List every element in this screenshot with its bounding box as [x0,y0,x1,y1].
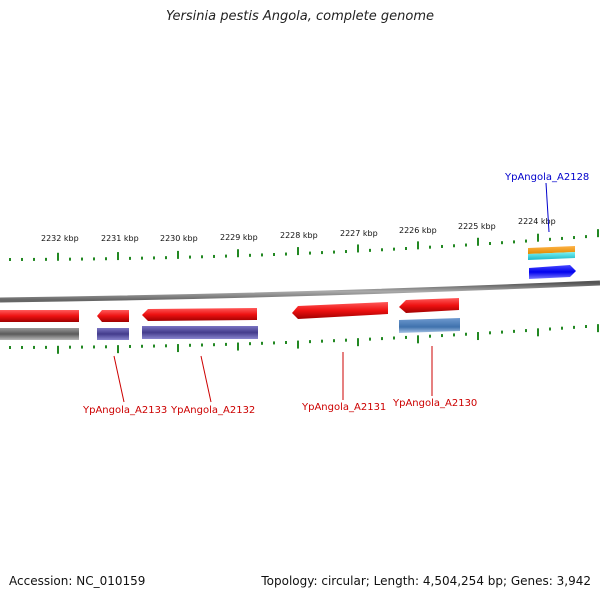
forward-strand-genes [0,298,459,322]
gene-label[interactable]: YpAngola_A2132 [170,405,255,416]
scale-label: 2224 kbp [518,217,556,226]
scale-label: 2225 kbp [458,222,496,231]
gene-arrow[interactable] [97,310,129,322]
gene-block[interactable] [142,326,258,339]
leader-line [200,355,212,403]
scale-label: 2232 kbp [41,234,79,243]
genome-stats-text: Topology: circular; Length: 4,504,254 bp… [261,574,591,588]
gene-arrow-blue[interactable] [529,265,576,279]
scale-label: 2227 kbp [340,229,378,238]
gene-block[interactable] [0,328,79,340]
gene-block[interactable] [97,328,129,340]
scale-labels: 2232 kbp 2231 kbp 2230 kbp 2229 kbp 2228… [41,217,556,243]
map-title: Yersinia pestis Angola, complete genome [166,9,434,24]
gene-arrow[interactable] [0,310,79,322]
scale-label: 2226 kbp [399,226,437,235]
gene-block[interactable] [399,318,460,333]
reverse-strand-genes [0,318,460,340]
genome-backbone [0,280,600,303]
scale-label: 2229 kbp [220,233,258,242]
scale-label: 2228 kbp [280,231,318,240]
gene-label[interactable]: YpAngola_A2128 [504,172,589,183]
scale-label: 2230 kbp [160,234,198,243]
right-feature-stack [528,246,576,279]
gene-label[interactable]: YpAngola_A2130 [392,398,477,409]
leader-line [545,182,550,233]
inner-scale-ticks [9,324,599,354]
gene-arrow[interactable] [399,298,459,313]
outer-scale-ticks [9,229,599,261]
accession-text: Accession: NC_010159 [9,574,146,588]
feature-bar-orange[interactable] [528,246,575,254]
scale-label: 2231 kbp [101,234,139,243]
gene-label[interactable]: YpAngola_A2131 [301,402,386,413]
label-leaders [113,182,550,403]
feature-bar-cyan[interactable] [528,252,575,260]
gene-labels: YpAngola_A2133 YpAngola_A2132 YpAngola_A… [82,172,589,416]
gene-arrow[interactable] [142,308,257,321]
gene-arrow[interactable] [292,302,388,319]
leader-line [113,355,125,403]
gene-label[interactable]: YpAngola_A2133 [82,405,167,416]
